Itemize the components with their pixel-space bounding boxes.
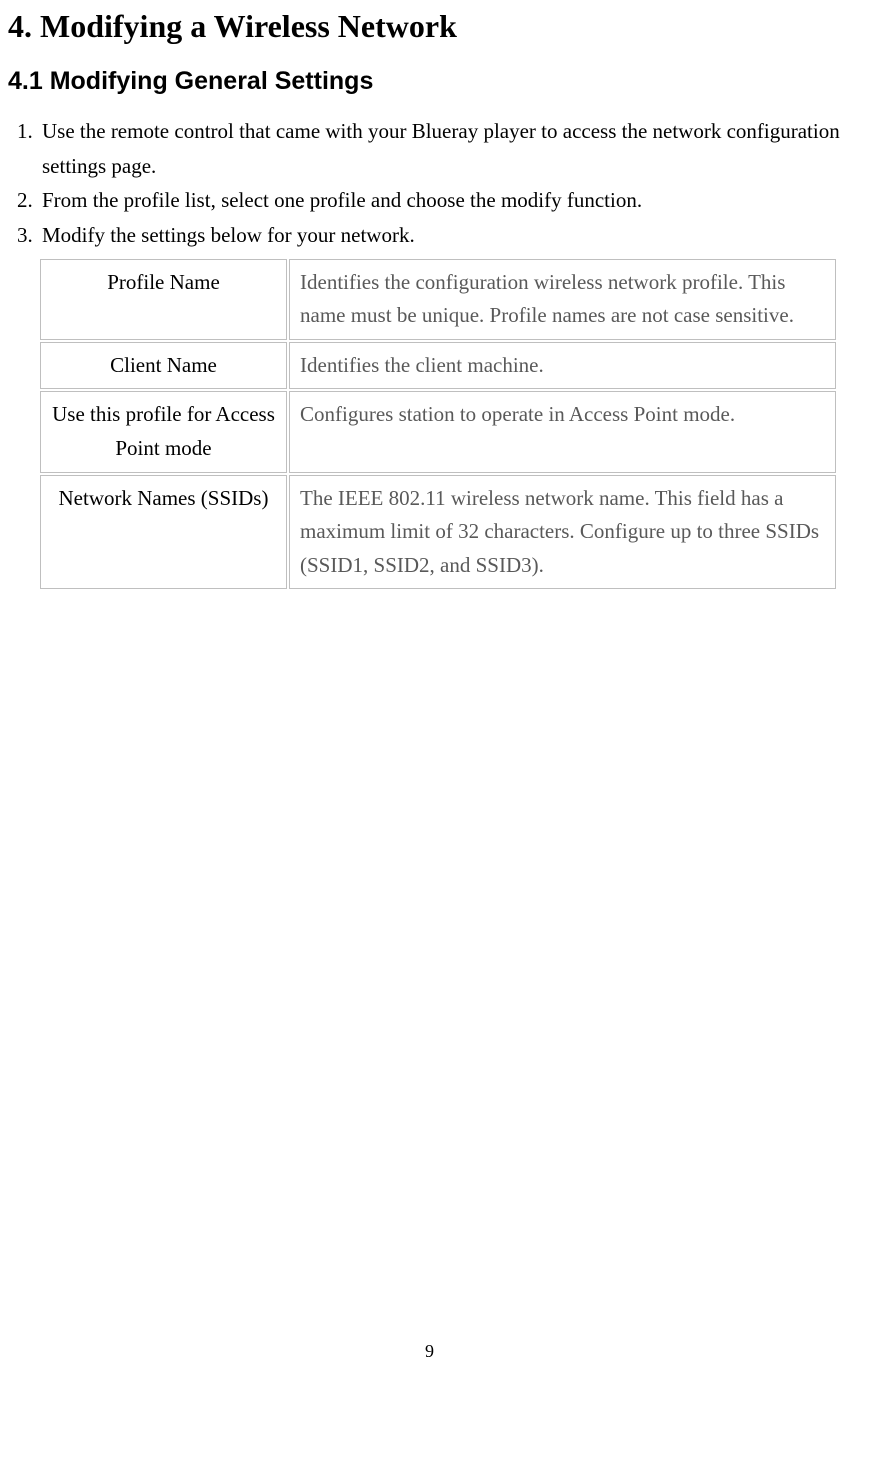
chapter-title: 4. Modifying a Wireless Network	[8, 8, 851, 45]
setting-label: Profile Name	[40, 259, 287, 340]
setting-desc: The IEEE 802.11 wireless network name. T…	[289, 475, 836, 590]
setting-label: Use this profile for Access Point mode	[40, 391, 287, 472]
setting-desc: Configures station to operate in Access …	[289, 391, 836, 472]
page-number: 9	[8, 1341, 851, 1362]
setting-label: Network Names (SSIDs)	[40, 475, 287, 590]
step-item: Use the remote control that came with yo…	[38, 114, 851, 183]
table-row: Use this profile for Access Point mode C…	[40, 391, 836, 472]
settings-table: Profile Name Identifies the configuratio…	[38, 257, 838, 592]
step-item: Modify the settings below for your netwo…	[38, 218, 851, 253]
steps-list: Use the remote control that came with yo…	[8, 114, 851, 253]
setting-desc: Identifies the client machine.	[289, 342, 836, 390]
table-row: Network Names (SSIDs) The IEEE 802.11 wi…	[40, 475, 836, 590]
table-row: Client Name Identifies the client machin…	[40, 342, 836, 390]
section-title: 4.1 Modifying General Settings	[8, 67, 851, 96]
step-item: From the profile list, select one profil…	[38, 183, 851, 218]
setting-desc: Identifies the configuration wireless ne…	[289, 259, 836, 340]
table-row: Profile Name Identifies the configuratio…	[40, 259, 836, 340]
setting-label: Client Name	[40, 342, 287, 390]
